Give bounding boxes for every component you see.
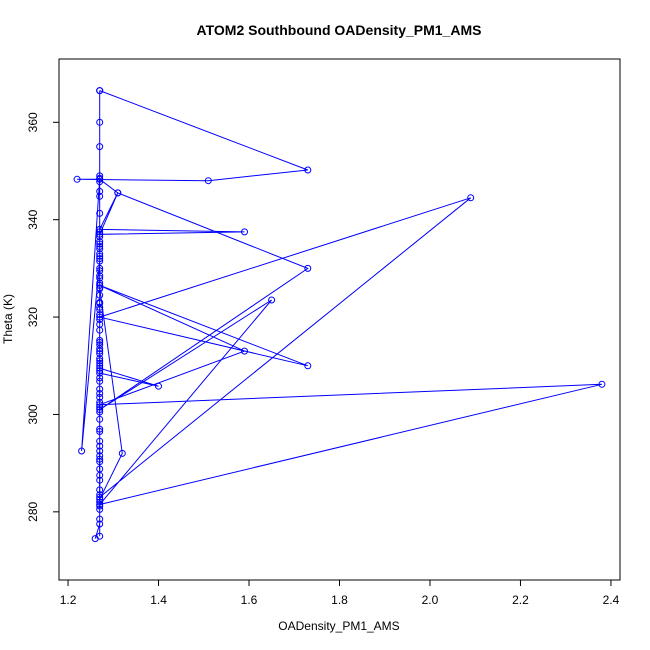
- data-point: [78, 447, 86, 455]
- data-point: [114, 189, 122, 197]
- data-point: [96, 374, 104, 382]
- data-point: [96, 532, 104, 540]
- data-point: [96, 364, 104, 372]
- data-point: [96, 442, 104, 450]
- data-point: [96, 274, 104, 282]
- data-point: [96, 87, 104, 95]
- data-point: [96, 257, 104, 265]
- x-axis: 1.2 1.4 1.6 1.8 2.0 2.2 2.4: [60, 579, 620, 607]
- data-point: [96, 225, 104, 233]
- series-line: [77, 90, 603, 506]
- data-point: [204, 177, 212, 185]
- data-point: [96, 425, 104, 433]
- data-point: [96, 316, 104, 323]
- data-point: [96, 306, 104, 314]
- data-point: [96, 347, 104, 355]
- chart-title: ATOM2 Southbound OADensity_PM1_AMS: [197, 22, 482, 38]
- data-point: [96, 377, 104, 385]
- data-point: [96, 515, 104, 523]
- data-point: [96, 209, 104, 217]
- data-point: [96, 428, 104, 435]
- data-point: [96, 279, 104, 287]
- data-point: [96, 415, 104, 423]
- plot-frame: [58, 58, 621, 581]
- data-point: [96, 390, 104, 397]
- data-point: [598, 380, 606, 388]
- data-point: [96, 520, 104, 528]
- data-point: [304, 362, 312, 370]
- data-point: [96, 187, 104, 195]
- data-point: [96, 498, 104, 506]
- data-point: [96, 243, 104, 250]
- data-point: [96, 355, 104, 362]
- data-point: [96, 143, 104, 151]
- y-axis: 280 300 320 340 360: [26, 112, 60, 522]
- x-tick-label: 1.8: [331, 593, 348, 607]
- data-point: [96, 240, 104, 248]
- data-point: [96, 345, 104, 353]
- x-tick-label: 1.4: [150, 593, 167, 607]
- data-point: [304, 166, 312, 174]
- x-tick-label: 2.4: [603, 593, 620, 607]
- data-point: [96, 299, 104, 306]
- x-axis-label: OADensity_PM1_AMS: [278, 619, 399, 633]
- data-point: [96, 501, 104, 508]
- data-point: [96, 385, 104, 393]
- x-tick-label: 1.2: [60, 593, 77, 607]
- data-point: [467, 194, 475, 202]
- data-point: [96, 192, 104, 200]
- y-axis-label: Theta (K): [1, 294, 15, 344]
- data-point: [96, 398, 104, 406]
- data-point: [96, 437, 104, 445]
- data-point: [96, 175, 104, 183]
- data-point: [96, 245, 104, 253]
- data-point: [96, 493, 104, 501]
- data-point: [96, 357, 104, 365]
- data-point: [96, 303, 104, 311]
- series-line: [81, 90, 159, 539]
- data-point: [96, 362, 104, 370]
- data-point: [304, 264, 312, 272]
- y-tick-label: 320: [26, 307, 40, 327]
- data-point: [96, 255, 104, 263]
- data-point: [96, 369, 104, 377]
- data-point: [96, 281, 104, 289]
- data-point: [96, 326, 104, 334]
- y-tick-label: 280: [26, 501, 40, 521]
- data-point: [96, 401, 104, 409]
- data-point: [96, 350, 104, 358]
- data-point: [96, 406, 104, 414]
- series-layer: [73, 87, 606, 543]
- data-point: [96, 264, 104, 272]
- y-tick-label: 340: [26, 209, 40, 229]
- data-point: [73, 175, 81, 183]
- y-tick-label: 360: [26, 112, 40, 132]
- data-point: [96, 336, 104, 344]
- data-point: [96, 272, 104, 280]
- data-point: [241, 228, 248, 236]
- data-point: [118, 449, 126, 457]
- y-tick-label: 300: [26, 404, 40, 424]
- data-point: [96, 505, 104, 513]
- data-point: [268, 296, 276, 304]
- data-point: [96, 118, 104, 126]
- data-point: [241, 347, 248, 355]
- data-point: [96, 250, 104, 258]
- x-tick-label: 2.2: [512, 593, 529, 607]
- data-point: [96, 367, 104, 375]
- data-point: [96, 291, 104, 299]
- data-point: [96, 252, 104, 260]
- data-point: [96, 359, 104, 367]
- data-point: [96, 447, 104, 455]
- x-tick-label: 2.0: [422, 593, 439, 607]
- data-point: [96, 393, 104, 401]
- data-point: [96, 238, 104, 246]
- data-point: [96, 313, 104, 321]
- data-point: [96, 230, 104, 238]
- x-tick-label: 1.6: [241, 593, 258, 607]
- data-point: [96, 267, 104, 275]
